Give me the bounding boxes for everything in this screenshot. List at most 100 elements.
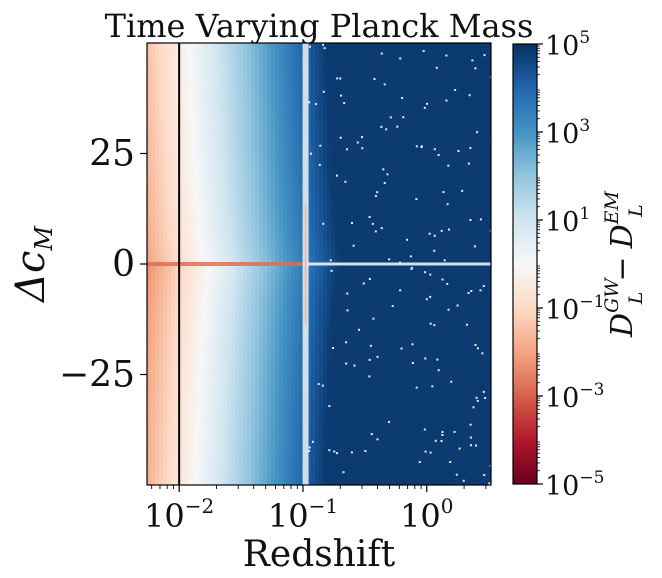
heatmap-cell bbox=[279, 115, 284, 120]
heatmap-cell bbox=[267, 380, 272, 386]
heatmap-cell bbox=[311, 436, 316, 442]
heatmap-cell bbox=[155, 231, 160, 237]
heatmap-cell bbox=[199, 191, 204, 197]
heatmap-cell bbox=[163, 115, 168, 120]
heatmap-cell bbox=[299, 468, 304, 474]
heatmap-cell bbox=[187, 284, 192, 289]
heatmap-cell bbox=[287, 320, 292, 325]
heatmap-cell bbox=[195, 444, 200, 450]
heatmap-cell bbox=[319, 91, 324, 96]
heatmap-cell bbox=[167, 392, 172, 398]
heatmap-cell bbox=[287, 364, 292, 370]
heatmap-cell bbox=[227, 264, 232, 269]
heatmap-cell bbox=[151, 264, 156, 269]
heatmap-cell bbox=[291, 223, 296, 229]
heatmap-cell bbox=[315, 348, 320, 353]
heatmap-cell bbox=[147, 452, 152, 458]
heatmap-cell bbox=[155, 424, 160, 430]
heatmap-cell bbox=[251, 352, 256, 358]
heatmap-cell bbox=[207, 211, 212, 217]
heatmap-cell bbox=[239, 292, 244, 297]
heatmap-cell bbox=[247, 448, 252, 454]
heatmap-cell bbox=[267, 91, 272, 96]
heatmap-cell bbox=[287, 103, 292, 108]
heatmap-cell bbox=[275, 352, 280, 358]
heatmap-cell bbox=[251, 340, 256, 345]
heatmap-cell bbox=[287, 392, 292, 398]
heatmap-cell bbox=[239, 47, 244, 52]
heatmap-cell bbox=[267, 340, 272, 345]
heatmap-cell bbox=[219, 476, 224, 482]
heatmap-cell bbox=[167, 440, 172, 446]
heatmap-cell bbox=[267, 63, 272, 68]
heatmap-cell bbox=[299, 111, 304, 116]
heatmap-cell bbox=[151, 368, 156, 374]
heatmap-cell bbox=[263, 332, 268, 337]
heatmap-cell bbox=[259, 255, 264, 261]
heatmap-cell bbox=[291, 332, 296, 337]
heatmap-cell bbox=[151, 332, 156, 337]
heatmap-cell bbox=[227, 71, 232, 76]
heatmap-cell bbox=[227, 320, 232, 325]
heatmap-cell bbox=[295, 115, 300, 120]
heatmap-cell bbox=[271, 312, 276, 317]
heatmap-cell bbox=[199, 332, 204, 337]
heatmap-cell bbox=[299, 408, 304, 414]
heatmap-cell bbox=[159, 107, 164, 112]
heatmap-cell bbox=[191, 55, 196, 60]
heatmap-cell bbox=[323, 235, 328, 241]
heatmap-cell bbox=[223, 167, 228, 173]
heatmap-cell bbox=[251, 147, 256, 153]
heatmap-cell bbox=[251, 276, 256, 281]
heatmap-cell bbox=[287, 356, 292, 362]
heatmap-cell bbox=[319, 420, 324, 426]
heatmap-cell bbox=[219, 392, 224, 398]
heatmap-cell bbox=[235, 388, 240, 394]
heatmap-cell bbox=[151, 55, 156, 60]
heatmap-cell bbox=[231, 448, 236, 454]
heatmap-cell bbox=[207, 115, 212, 120]
heatmap-cell bbox=[179, 328, 184, 333]
heatmap-cell bbox=[299, 211, 304, 217]
heatmap-cell bbox=[179, 47, 184, 52]
heatmap-cell bbox=[295, 468, 300, 474]
heatmap-cell bbox=[191, 147, 196, 153]
heatmap-cell bbox=[259, 155, 264, 161]
heatmap-cell bbox=[227, 59, 232, 64]
heatmap-cell bbox=[319, 468, 324, 474]
heatmap-cell bbox=[163, 119, 168, 124]
heatmap-cell bbox=[311, 255, 316, 261]
heatmap-cell bbox=[227, 147, 232, 153]
heatmap-cell bbox=[191, 392, 196, 398]
heatmap-cell bbox=[187, 87, 192, 92]
heatmap-cell bbox=[315, 396, 320, 402]
heatmap-cell bbox=[295, 344, 300, 349]
heatmap-cell bbox=[259, 424, 264, 430]
heatmap-cell bbox=[235, 416, 240, 422]
heatmap-cell bbox=[295, 320, 300, 325]
heatmap-cell bbox=[231, 412, 236, 418]
heatmap-cell bbox=[259, 340, 264, 345]
heatmap-cell bbox=[315, 207, 320, 213]
heatmap-cell bbox=[151, 207, 156, 213]
heatmap-cell bbox=[231, 91, 236, 96]
heatmap-cell bbox=[227, 83, 232, 88]
heatmap-cell bbox=[203, 312, 208, 317]
heatmap-cell bbox=[319, 159, 324, 165]
heatmap-cell bbox=[251, 444, 256, 450]
heatmap-cell bbox=[319, 227, 324, 233]
heatmap-cell bbox=[279, 223, 284, 229]
heatmap-cell bbox=[159, 416, 164, 422]
heatmap-cell bbox=[199, 444, 204, 450]
heatmap-cell bbox=[199, 392, 204, 398]
heatmap-cell bbox=[247, 356, 252, 362]
heatmap-cell bbox=[323, 191, 328, 197]
heatmap-cell bbox=[199, 344, 204, 349]
heatmap-cell bbox=[239, 432, 244, 438]
heatmap-cell bbox=[159, 476, 164, 482]
heatmap-cell bbox=[311, 368, 316, 374]
heatmap-cell bbox=[271, 127, 276, 132]
heatmap-cell bbox=[291, 219, 296, 225]
heatmap-cell bbox=[155, 400, 160, 406]
heatmap-cell bbox=[275, 460, 280, 466]
